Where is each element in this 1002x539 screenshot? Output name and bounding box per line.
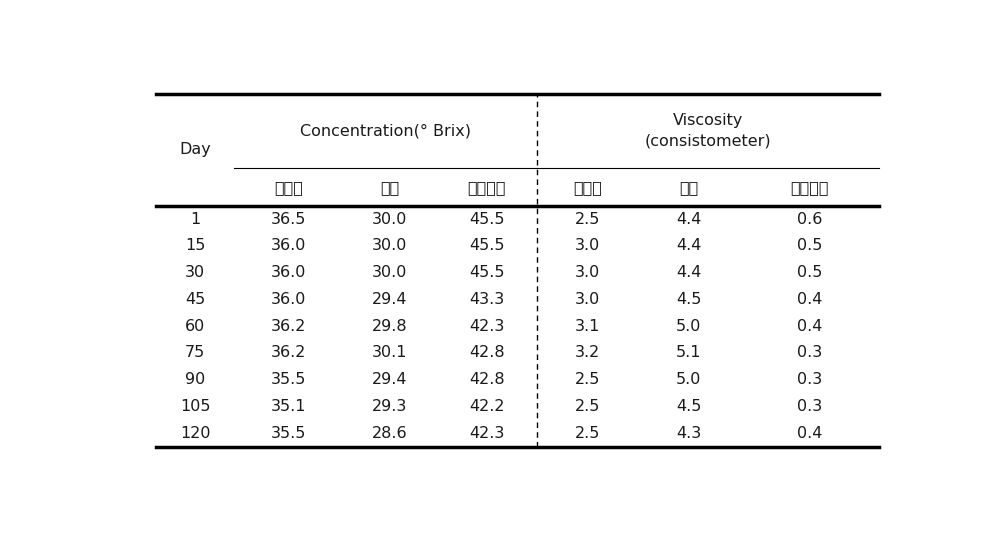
Text: 간장: 간장 xyxy=(678,179,697,195)
Text: 2.5: 2.5 xyxy=(574,372,600,387)
Text: 120: 120 xyxy=(180,426,210,441)
Text: 30: 30 xyxy=(185,265,205,280)
Text: 45.5: 45.5 xyxy=(469,265,504,280)
Text: 36.0: 36.0 xyxy=(271,292,306,307)
Text: 36.0: 36.0 xyxy=(271,265,306,280)
Text: 42.2: 42.2 xyxy=(469,399,504,414)
Text: 36.2: 36.2 xyxy=(271,319,306,334)
Text: 36.2: 36.2 xyxy=(271,345,306,361)
Text: 홍고추: 홍고추 xyxy=(274,179,303,195)
Text: 2.5: 2.5 xyxy=(574,212,600,227)
Text: 4.4: 4.4 xyxy=(675,265,701,280)
Text: 29.4: 29.4 xyxy=(372,372,407,387)
Text: 45.5: 45.5 xyxy=(469,238,504,253)
Text: Day: Day xyxy=(179,142,211,157)
Text: Concentration(° Brix): Concentration(° Brix) xyxy=(300,123,471,139)
Text: 4.5: 4.5 xyxy=(675,292,701,307)
Text: 3.0: 3.0 xyxy=(575,292,600,307)
Text: 29.8: 29.8 xyxy=(372,319,407,334)
Text: 60: 60 xyxy=(185,319,205,334)
Text: 45.5: 45.5 xyxy=(469,212,504,227)
Text: 4.5: 4.5 xyxy=(675,399,701,414)
Text: 0.4: 0.4 xyxy=(796,319,822,334)
Text: 3.2: 3.2 xyxy=(575,345,600,361)
Text: 90: 90 xyxy=(185,372,205,387)
Text: 2.5: 2.5 xyxy=(574,426,600,441)
Text: 43.3: 43.3 xyxy=(469,292,504,307)
Text: Viscosity: Viscosity xyxy=(672,113,742,128)
Text: 4.4: 4.4 xyxy=(675,238,701,253)
Text: 35.5: 35.5 xyxy=(271,372,306,387)
Text: (consistometer): (consistometer) xyxy=(644,134,771,149)
Text: 42.3: 42.3 xyxy=(469,319,504,334)
Text: 30.0: 30.0 xyxy=(372,212,407,227)
Text: 0.5: 0.5 xyxy=(796,238,822,253)
Text: 5.0: 5.0 xyxy=(675,319,701,334)
Text: 30.0: 30.0 xyxy=(372,238,407,253)
Text: 42.8: 42.8 xyxy=(469,345,504,361)
Text: 45: 45 xyxy=(185,292,205,307)
Text: 4.4: 4.4 xyxy=(675,212,701,227)
Text: 1: 1 xyxy=(190,212,200,227)
Text: 3.1: 3.1 xyxy=(574,319,600,334)
Text: 간장: 간장 xyxy=(380,179,399,195)
Text: 42.3: 42.3 xyxy=(469,426,504,441)
Text: 0.3: 0.3 xyxy=(796,399,822,414)
Text: 75: 75 xyxy=(185,345,205,361)
Text: 머스타드: 머스타드 xyxy=(790,179,828,195)
Text: 2.5: 2.5 xyxy=(574,399,600,414)
Text: 0.4: 0.4 xyxy=(796,292,822,307)
Text: 홍고추: 홍고추 xyxy=(573,179,602,195)
Text: 105: 105 xyxy=(180,399,210,414)
Text: 35.5: 35.5 xyxy=(271,426,306,441)
Text: 36.0: 36.0 xyxy=(271,238,306,253)
Text: 29.3: 29.3 xyxy=(372,399,407,414)
Text: 머스타드: 머스타드 xyxy=(467,179,506,195)
Text: 0.5: 0.5 xyxy=(796,265,822,280)
Text: 0.6: 0.6 xyxy=(796,212,822,227)
Text: 3.0: 3.0 xyxy=(575,265,600,280)
Text: 5.0: 5.0 xyxy=(675,372,701,387)
Text: 0.3: 0.3 xyxy=(796,345,822,361)
Text: 4.3: 4.3 xyxy=(675,426,700,441)
Text: 42.8: 42.8 xyxy=(469,372,504,387)
Text: 5.1: 5.1 xyxy=(675,345,701,361)
Text: 3.0: 3.0 xyxy=(575,238,600,253)
Text: 30.1: 30.1 xyxy=(372,345,407,361)
Text: 35.1: 35.1 xyxy=(271,399,306,414)
Text: 28.6: 28.6 xyxy=(372,426,407,441)
Text: 29.4: 29.4 xyxy=(372,292,407,307)
Text: 0.3: 0.3 xyxy=(796,372,822,387)
Text: 36.5: 36.5 xyxy=(271,212,306,227)
Text: 0.4: 0.4 xyxy=(796,426,822,441)
Text: 30.0: 30.0 xyxy=(372,265,407,280)
Text: 15: 15 xyxy=(185,238,205,253)
